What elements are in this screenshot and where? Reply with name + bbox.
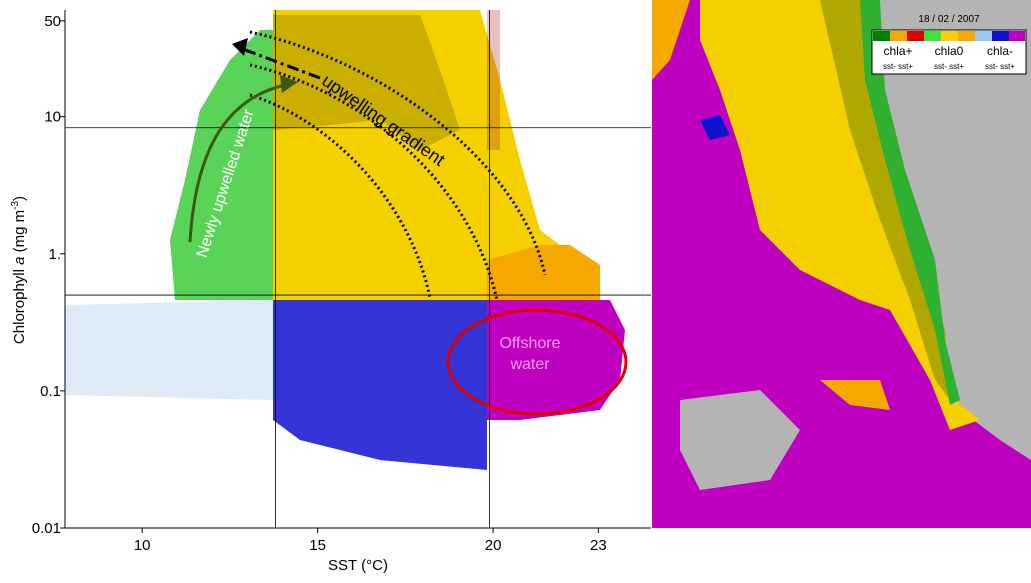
cloud — [487, 300, 625, 420]
cloud — [65, 300, 273, 400]
y-tick-label: 0.1 — [40, 383, 61, 400]
x-tick-label: 20 — [485, 537, 502, 554]
x-axis-label: SST (°C) — [328, 557, 388, 574]
map-subclass: sst- sst+ — [985, 62, 1015, 71]
cloud — [170, 30, 273, 300]
y-axis-label: Chlorophyll a (mg m-3) — [10, 196, 28, 344]
map-subclass: sst- sst+ — [934, 62, 964, 71]
map: 18 / 02 / 2007 chla+ chla0 chla- sst- ss… — [652, 0, 1031, 528]
map-class: chla+ — [883, 44, 912, 58]
figure: 101520230.010.11.1050 upwelling gradient… — [0, 0, 1031, 578]
annotation: Offshore — [499, 335, 560, 352]
map-class: chla- — [987, 44, 1013, 58]
map-class: chla0 — [935, 44, 964, 58]
y-tick-label: 0.01 — [32, 520, 61, 537]
y-tick-label: 1. — [48, 246, 61, 263]
x-tick-label: 15 — [309, 537, 326, 554]
x-tick-label: 23 — [590, 537, 607, 554]
cloud — [273, 300, 487, 470]
y-tick-label: 10 — [44, 109, 61, 126]
x-tick-label: 10 — [134, 537, 151, 554]
map-date: 18 / 02 / 2007 — [918, 14, 980, 25]
y-tick-label: 50 — [44, 13, 61, 30]
annotation: water — [509, 356, 550, 373]
cloud — [487, 10, 500, 150]
point-clouds — [65, 10, 625, 470]
map-subclass: sst- sst+ — [883, 62, 913, 71]
